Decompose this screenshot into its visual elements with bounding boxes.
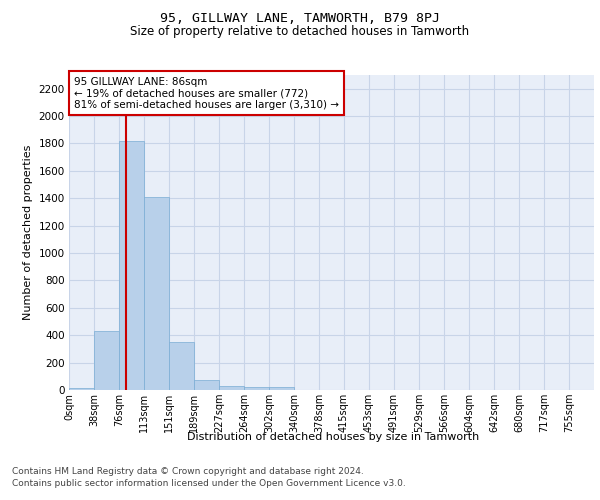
Text: Distribution of detached houses by size in Tamworth: Distribution of detached houses by size … <box>187 432 479 442</box>
Bar <box>219 386 244 390</box>
Bar <box>169 342 194 390</box>
Bar <box>244 386 269 390</box>
Text: 95, GILLWAY LANE, TAMWORTH, B79 8PJ: 95, GILLWAY LANE, TAMWORTH, B79 8PJ <box>160 12 440 26</box>
Text: 95 GILLWAY LANE: 86sqm
← 19% of detached houses are smaller (772)
81% of semi-de: 95 GILLWAY LANE: 86sqm ← 19% of detached… <box>74 76 339 110</box>
Bar <box>69 388 94 390</box>
Y-axis label: Number of detached properties: Number of detached properties <box>23 145 33 320</box>
Bar <box>94 331 119 390</box>
Bar <box>144 197 169 390</box>
Bar <box>119 140 144 390</box>
Text: Contains HM Land Registry data © Crown copyright and database right 2024.: Contains HM Land Registry data © Crown c… <box>12 468 364 476</box>
Bar <box>194 380 219 390</box>
Text: Contains public sector information licensed under the Open Government Licence v3: Contains public sector information licen… <box>12 479 406 488</box>
Bar <box>269 388 294 390</box>
Text: Size of property relative to detached houses in Tamworth: Size of property relative to detached ho… <box>130 25 470 38</box>
